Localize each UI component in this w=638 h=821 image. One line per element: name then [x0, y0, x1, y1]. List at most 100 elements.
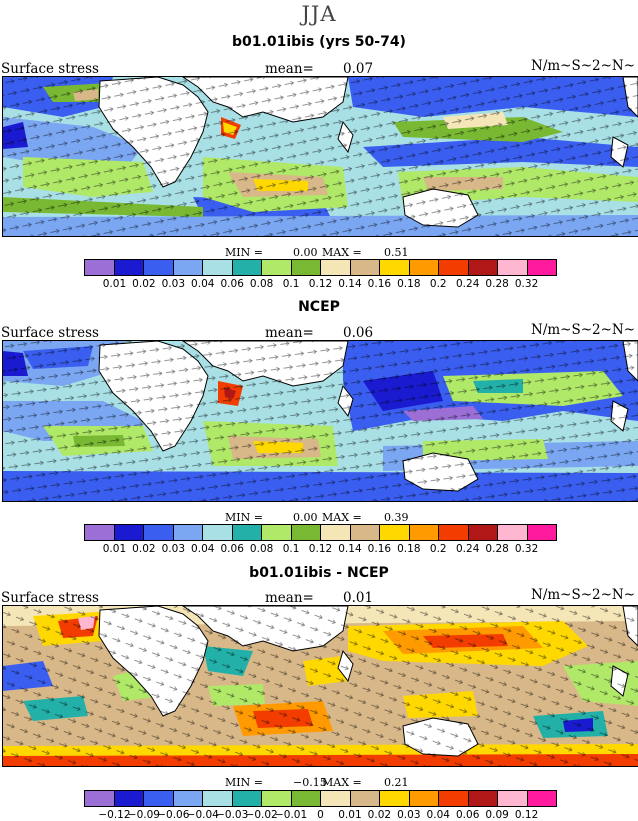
panel-3-units: N/m~S~2~N~ [531, 587, 636, 603]
colorbar-swatch [262, 525, 292, 540]
colorbar-swatch [114, 260, 144, 275]
colorbar-tick-label: 0.03 [161, 543, 186, 555]
colorbar-swatch [144, 525, 174, 540]
colorbar-tick-label: 0.06 [455, 809, 480, 821]
colorbar-swatch [439, 791, 469, 806]
colorbar-tick-label: −0.04 [186, 809, 219, 821]
panel-1-mean-value: 0.07 [343, 61, 374, 77]
colorbar-swatch [321, 525, 351, 540]
colorbar-swatch [232, 525, 262, 540]
colorbar-swatch [380, 791, 410, 806]
colorbar-swatch [85, 791, 115, 806]
colorbar-swatch [409, 525, 439, 540]
colorbar-swatch [380, 260, 410, 275]
panel-2-min-value: 0.00 [293, 511, 318, 524]
colorbar-tick-label: −0.06 [157, 809, 190, 821]
colorbar-swatch [350, 260, 380, 275]
panel-1-colorbar [84, 259, 557, 276]
colorbar-swatch [173, 525, 203, 540]
colorbar-swatch [85, 525, 115, 540]
colorbar-tick-label: 0.32 [514, 278, 539, 290]
panel-2-colorbar [84, 524, 557, 541]
colorbar-swatch [350, 525, 380, 540]
panel-1-variable: Surface stress [1, 61, 99, 77]
panel-2-units: N/m~S~2~N~ [531, 322, 636, 338]
colorbar-tick-label: −0.12 [98, 809, 131, 821]
colorbar-swatch [439, 525, 469, 540]
colorbar-tick-label: 0.18 [397, 278, 421, 290]
colorbar-swatch [321, 260, 351, 275]
colorbar-tick-label: −0.02 [245, 809, 278, 821]
colorbar-swatch [468, 260, 498, 275]
colorbar-swatch [173, 260, 203, 275]
colorbar-swatch [203, 791, 233, 806]
colorbar-swatch [232, 791, 262, 806]
panel-3-mean-label: mean= [265, 590, 314, 606]
panel-3-mean-value: 0.01 [343, 590, 374, 606]
colorbar-tick-label: −0.01 [274, 809, 308, 821]
panel-1-min-label: MIN = [225, 246, 263, 259]
panel-1-units: N/m~S~2~N~ [531, 58, 636, 74]
colorbar-swatch [468, 791, 498, 806]
colorbar-swatch [173, 791, 203, 806]
colorbar-tick-label: 0.12 [308, 278, 333, 290]
colorbar-swatch [498, 260, 528, 275]
colorbar-swatch [321, 791, 351, 806]
colorbar-tick-label: 0 [317, 809, 324, 821]
colorbar-tick-label: 0.24 [455, 543, 480, 555]
panel-2-variable: Surface stress [1, 325, 99, 341]
panel-1-title: b01.01ibis (yrs 50-74) [232, 34, 406, 50]
colorbar-swatch [144, 791, 174, 806]
colorbar-swatch [85, 260, 115, 275]
colorbar-tick-label: 0.24 [455, 278, 480, 290]
colorbar-tick-label: 0.18 [397, 543, 421, 555]
panel-2-mean-label: mean= [265, 325, 314, 341]
colorbar-tick-label: 0.28 [485, 278, 509, 290]
colorbar-tick-label: 0.06 [220, 543, 244, 555]
colorbar-swatch [262, 791, 292, 806]
colorbar-tick-label: 0.14 [338, 278, 362, 290]
panel-2-min-label: MIN = [225, 511, 263, 524]
panel-3-variable: Surface stress [1, 590, 99, 606]
colorbar-tick-label: −0.09 [127, 809, 160, 821]
panel-1-max-label: MAX = [322, 246, 362, 259]
panel-2-mean-value: 0.06 [343, 325, 374, 341]
colorbar-swatch [291, 791, 321, 806]
colorbar-tick-label: 0.16 [367, 278, 392, 290]
panel-3-max-value: 0.21 [384, 776, 409, 789]
colorbar-tick-label: 0.2 [429, 278, 447, 290]
panel-3-max-label: MAX = [322, 776, 362, 789]
colorbar-tick-label: 0.12 [308, 543, 333, 555]
colorbar-tick-label: 0.04 [191, 278, 215, 290]
colorbar-tick-label: 0.32 [514, 543, 539, 555]
colorbar-tick-label: 0.09 [485, 809, 509, 821]
colorbar-tick-label: 0.01 [102, 278, 127, 290]
colorbar-swatch [439, 260, 469, 275]
colorbar-swatch [114, 525, 144, 540]
colorbar-swatch [291, 525, 321, 540]
colorbar-tick-label: 0.1 [282, 543, 300, 555]
colorbar-swatch [203, 260, 233, 275]
colorbar-tick-label: 0.03 [161, 278, 186, 290]
colorbar-tick-label: 0.28 [485, 543, 509, 555]
colorbar-tick-label: 0.06 [220, 278, 244, 290]
colorbar-tick-label: 0.2 [429, 543, 447, 555]
colorbar-tick-label: 0.16 [367, 543, 392, 555]
colorbar-swatch [498, 525, 528, 540]
colorbar-tick-label: 0.01 [338, 809, 362, 821]
colorbar-swatch [262, 260, 292, 275]
panel-2-max-value: 0.39 [384, 511, 409, 524]
panel-2-title: NCEP [298, 299, 340, 315]
panel-1-min-value: 0.00 [293, 246, 318, 259]
colorbar-swatch [468, 525, 498, 540]
colorbar-swatch [527, 260, 556, 275]
colorbar-swatch [527, 791, 556, 806]
panel-3-map [2, 605, 638, 767]
season-title: JJA [301, 2, 337, 26]
colorbar-tick-label: 0.08 [249, 278, 274, 290]
colorbar-tick-label: 0.04 [191, 543, 215, 555]
colorbar-swatch [291, 260, 321, 275]
panel-3-colorbar [84, 790, 557, 807]
colorbar-tick-label: 0.02 [367, 809, 392, 821]
colorbar-swatch [498, 791, 528, 806]
